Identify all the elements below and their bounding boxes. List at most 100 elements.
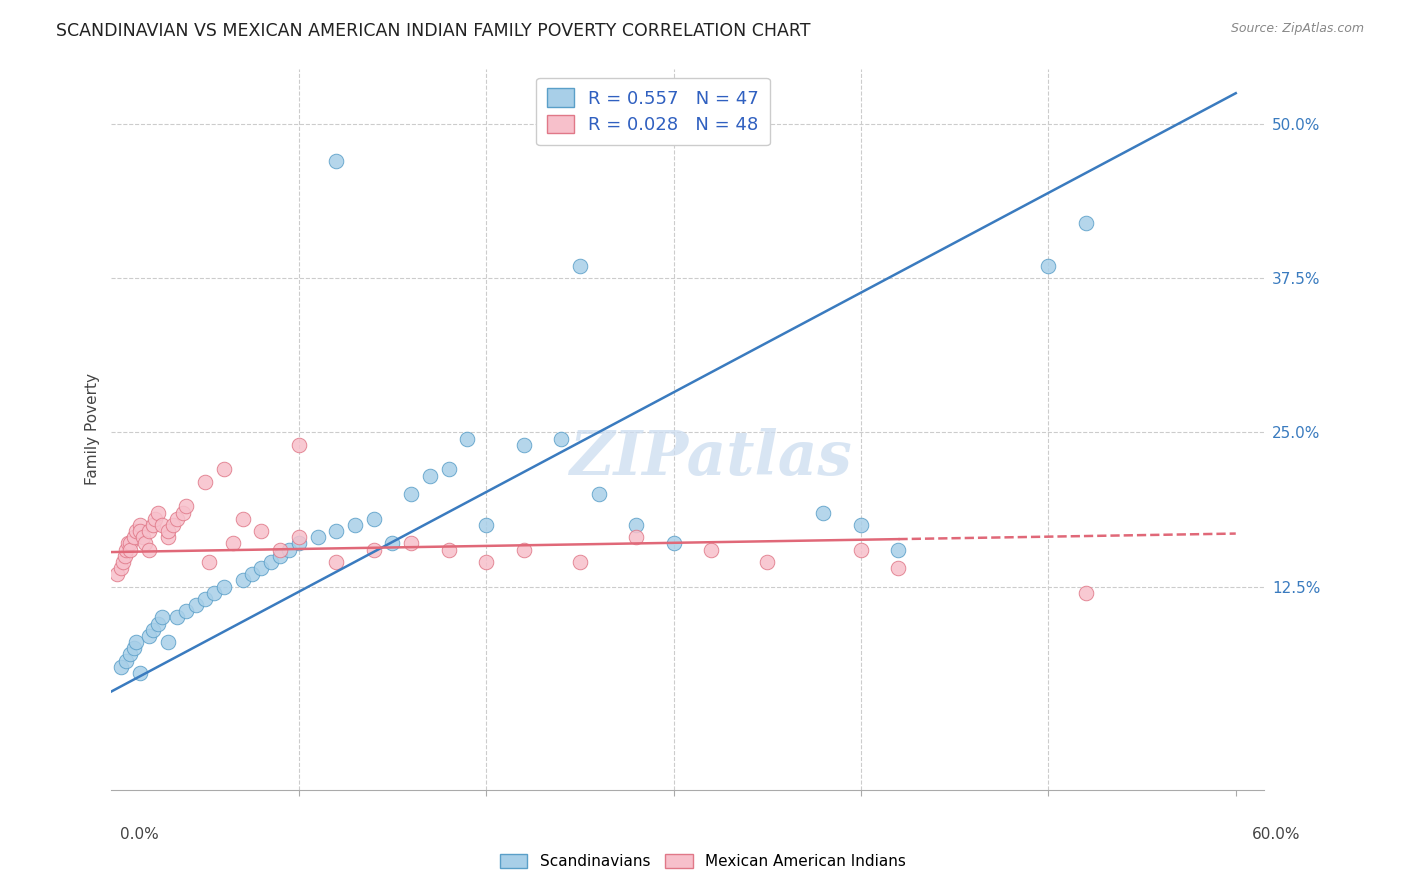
Point <box>475 555 498 569</box>
Point <box>475 517 498 532</box>
Point <box>128 524 150 538</box>
Point <box>887 542 910 557</box>
Point <box>128 665 150 680</box>
Point <box>662 536 685 550</box>
Point <box>624 517 647 532</box>
Point <box>120 542 142 557</box>
Point <box>176 500 198 514</box>
Point <box>204 586 226 600</box>
Point <box>142 623 165 637</box>
Point <box>550 432 572 446</box>
Point <box>166 512 188 526</box>
Point <box>288 536 311 550</box>
Point <box>142 517 165 532</box>
Text: ZIPatlas: ZIPatlas <box>569 428 852 488</box>
Point <box>849 517 872 532</box>
Point <box>325 524 347 538</box>
Point <box>325 555 347 569</box>
Point <box>325 154 347 169</box>
Point <box>156 635 179 649</box>
Point <box>344 517 367 532</box>
Point <box>756 555 779 569</box>
Point <box>456 432 478 446</box>
Point <box>813 506 835 520</box>
Text: SCANDINAVIAN VS MEXICAN AMERICAN INDIAN FAMILY POVERTY CORRELATION CHART: SCANDINAVIAN VS MEXICAN AMERICAN INDIAN … <box>56 22 811 40</box>
Point <box>232 512 254 526</box>
Point <box>1038 259 1060 273</box>
Legend: R = 0.557   N = 47, R = 0.028   N = 48: R = 0.557 N = 47, R = 0.028 N = 48 <box>536 78 770 145</box>
Point <box>143 512 166 526</box>
Point <box>110 561 132 575</box>
Point <box>114 549 136 563</box>
Point <box>307 530 329 544</box>
Point <box>172 506 194 520</box>
Point <box>148 616 170 631</box>
Point <box>240 567 263 582</box>
Point <box>849 542 872 557</box>
Point <box>381 536 404 550</box>
Point <box>363 542 385 557</box>
Point <box>437 462 460 476</box>
Point <box>148 506 170 520</box>
Point <box>363 512 385 526</box>
Point <box>156 530 179 544</box>
Point <box>194 475 217 489</box>
Point <box>1074 216 1097 230</box>
Point <box>105 567 128 582</box>
Point <box>162 517 184 532</box>
Point <box>122 530 145 544</box>
Text: Source: ZipAtlas.com: Source: ZipAtlas.com <box>1230 22 1364 36</box>
Point <box>194 591 217 606</box>
Point <box>288 530 311 544</box>
Y-axis label: Family Poverty: Family Poverty <box>86 374 100 485</box>
Point <box>120 536 142 550</box>
Point <box>110 660 132 674</box>
Point <box>887 561 910 575</box>
Point <box>115 542 138 557</box>
Point <box>134 536 156 550</box>
Point <box>278 542 301 557</box>
Point <box>150 517 173 532</box>
Point <box>111 555 134 569</box>
Point <box>588 487 610 501</box>
Point <box>125 524 148 538</box>
Point <box>568 259 591 273</box>
Point <box>250 561 273 575</box>
Point <box>437 542 460 557</box>
Point <box>117 536 139 550</box>
Point <box>125 635 148 649</box>
Point <box>399 536 422 550</box>
Point <box>132 530 155 544</box>
Text: 60.0%: 60.0% <box>1253 827 1301 842</box>
Point <box>1074 586 1097 600</box>
Point <box>568 555 591 569</box>
Point <box>176 604 198 618</box>
Point <box>222 536 245 550</box>
Point <box>156 524 179 538</box>
Point <box>212 580 235 594</box>
Point <box>184 598 207 612</box>
Point <box>624 530 647 544</box>
Point <box>120 648 142 662</box>
Point <box>128 517 150 532</box>
Point <box>260 555 283 569</box>
Point <box>212 462 235 476</box>
Point <box>198 555 221 569</box>
Point <box>138 542 160 557</box>
Point <box>288 438 311 452</box>
Point <box>399 487 422 501</box>
Point <box>419 468 441 483</box>
Point <box>122 641 145 656</box>
Point <box>138 524 160 538</box>
Point <box>250 524 273 538</box>
Point <box>115 654 138 668</box>
Point <box>166 610 188 624</box>
Text: 0.0%: 0.0% <box>120 827 159 842</box>
Point <box>512 438 534 452</box>
Point <box>138 629 160 643</box>
Legend: Scandinavians, Mexican American Indians: Scandinavians, Mexican American Indians <box>494 848 912 875</box>
Point <box>150 610 173 624</box>
Point <box>232 574 254 588</box>
Point <box>512 542 534 557</box>
Point <box>700 542 723 557</box>
